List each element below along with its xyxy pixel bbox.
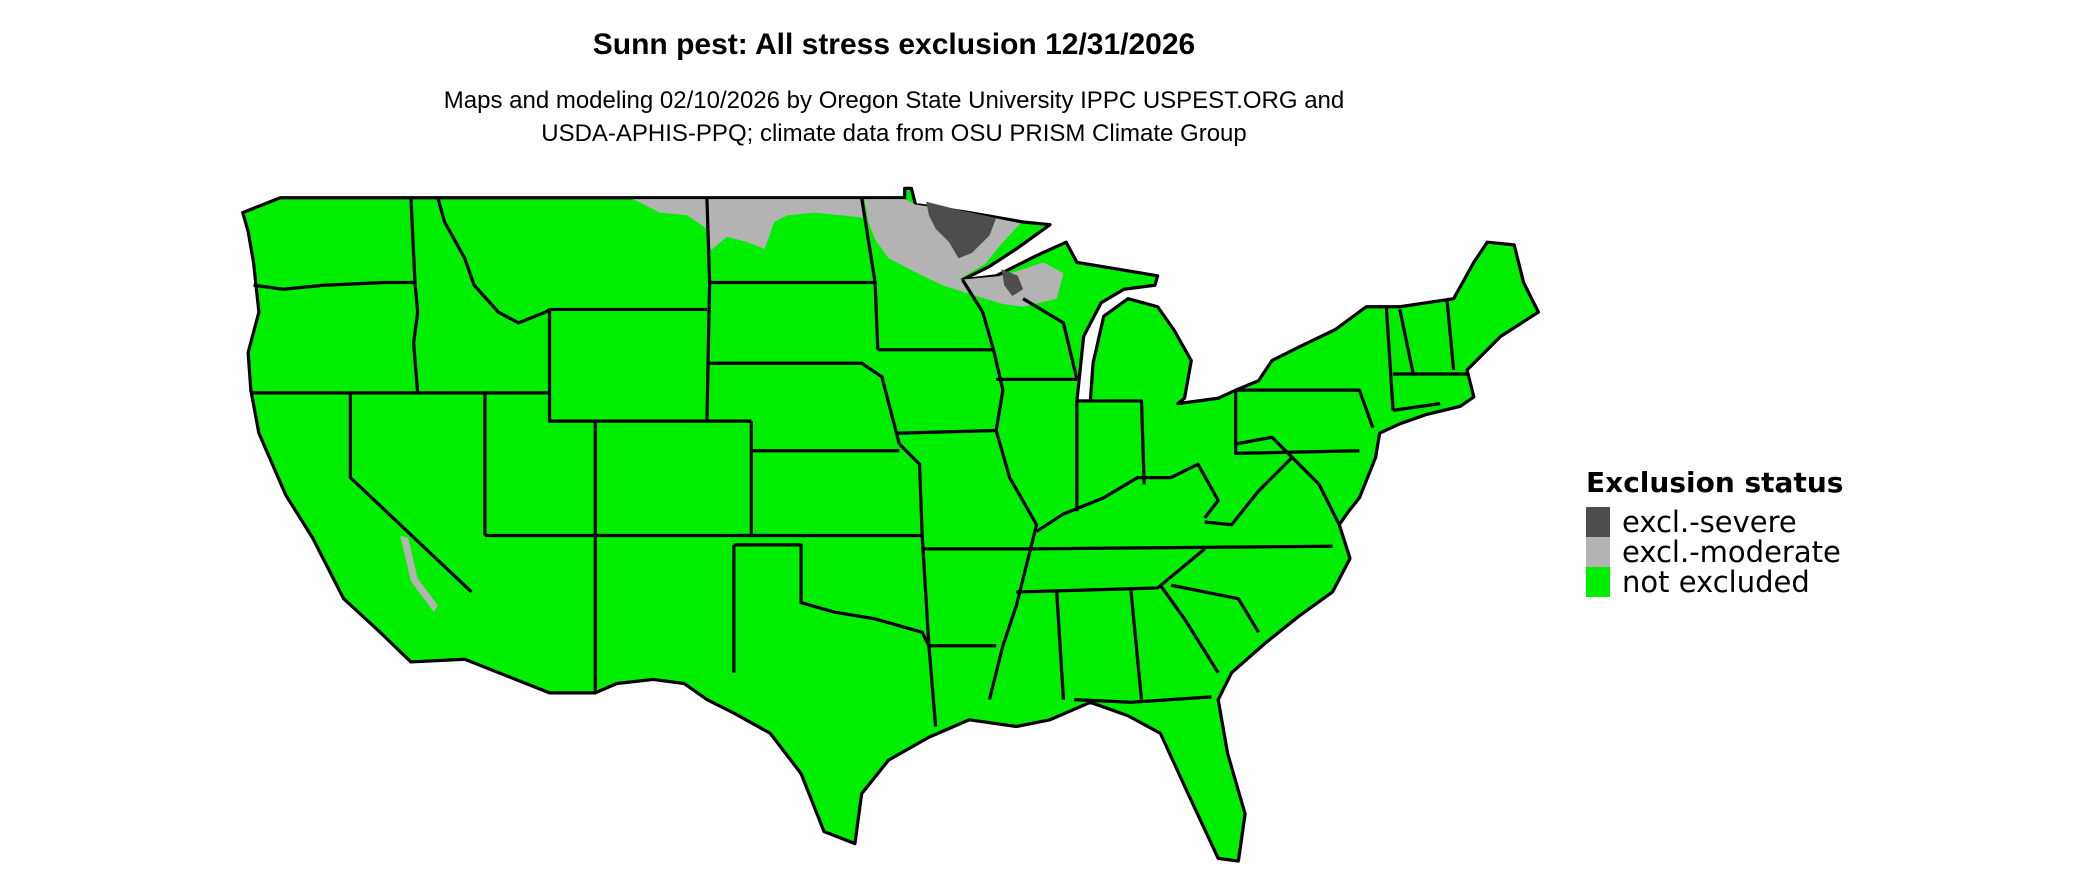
legend-label: excl.-moderate (1622, 535, 1841, 569)
legend-label: excl.-severe (1622, 505, 1797, 539)
excl-moderate-area (632, 199, 865, 251)
legend-item-not-excluded: not excluded (1586, 565, 1843, 599)
excl-moderate-area-ca (400, 535, 438, 613)
excl-severe-area-wi (1001, 269, 1024, 296)
subtitle-line-1: Maps and modeling 02/10/2026 by Oregon S… (443, 87, 1345, 114)
legend-item-moderate: excl.-moderate (1586, 535, 1843, 569)
legend-label: not excluded (1622, 565, 1810, 599)
legend-item-severe: excl.-severe (1586, 505, 1843, 539)
us-outline-fill (241, 186, 1540, 863)
map-title: Sunn pest: All stress exclusion 12/31/20… (592, 28, 1196, 61)
legend-title: Exclusion status (1586, 466, 1844, 499)
excl-severe-area-mn (926, 201, 997, 259)
state-borders (250, 197, 1468, 727)
legend: Exclusion status excl.-severe excl.-mode… (1586, 466, 1844, 599)
legend-swatch-severe (1586, 507, 1610, 537)
subtitle-line-2: USDA-APHIS-PPQ; climate data from OSU PR… (541, 120, 1247, 147)
legend-swatch-moderate (1586, 537, 1610, 567)
legend-swatch-not-excluded (1586, 567, 1610, 597)
map-subtitle: Maps and modeling 02/10/2026 by Oregon S… (0, 84, 1788, 150)
